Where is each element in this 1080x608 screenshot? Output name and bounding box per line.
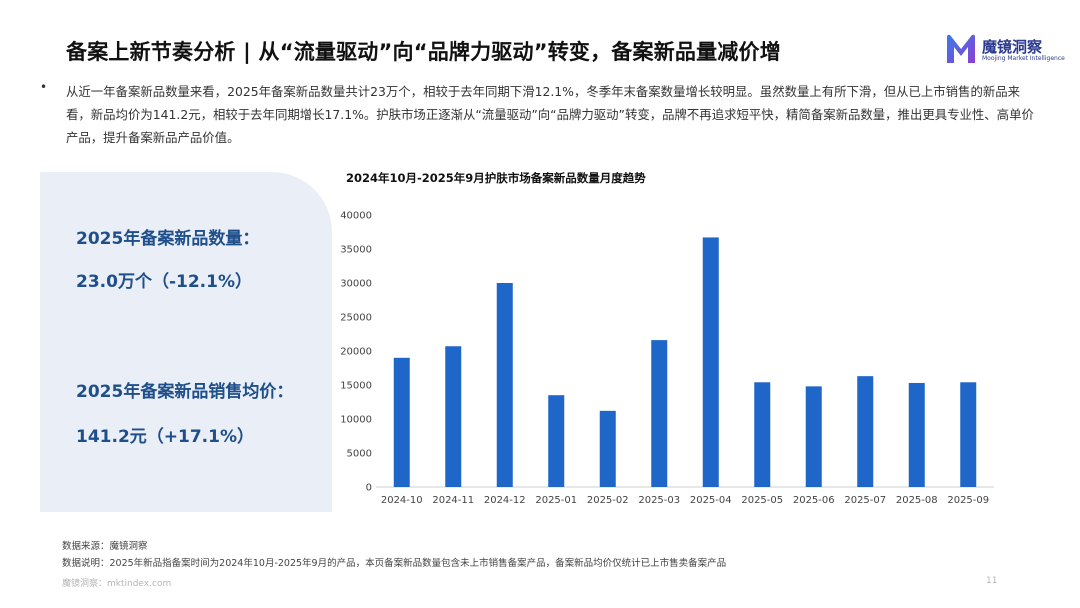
summary-paragraph: 从近一年备案新品数量来看，2025年备案新品数量共计23万个，相较于去年同期下滑… [66,84,1034,145]
brand-logo: 魔镜洞察 Moojing Market Intelligence [944,32,1065,68]
bar-2025-08 [908,382,925,487]
x-tick-label: 2025-02 [587,495,629,506]
y-tick-label: 25000 [340,313,372,324]
bar-2025-03 [651,340,668,487]
bar-2025-09 [960,382,977,487]
y-tick-label: 5000 [347,449,372,460]
x-tick-label: 2024-12 [484,495,526,506]
x-tick-label: 2025-09 [947,495,989,506]
x-tick-label: 2025-05 [741,495,783,506]
bar-series [393,237,977,487]
kpi-price-label: 2025年备案新品销售均价： [76,382,294,402]
y-tick-label: 20000 [340,347,372,358]
x-tick-label: 2024-10 [381,495,423,506]
x-tick-label: 2024-11 [432,495,474,506]
slide-title: 备案上新节奏分析 | 从“流量驱动”向“品牌力驱动”转变，备案新品量减价增 [66,40,781,64]
bar-2025-05 [754,382,771,487]
bullet-icon: • [40,80,48,94]
kpi-price-value: 141.2元（+17.1%） [76,427,254,447]
kpi-panel: 2025年备案新品数量： 23.0万个（-12.1%） 2025年备案新品销售均… [40,172,332,512]
x-tick-label: 2025-04 [690,495,732,506]
data-note: 数据说明：2025年新品指备案时间为2024年10月-2025年9月的产品，本页… [62,558,727,569]
bar-2025-04 [702,237,719,487]
logo-name: 魔镜洞察 [982,38,1043,56]
y-axis-ticks: 0 5000 10000 15000 20000 25000 30000 35000 40000 [340,211,372,494]
y-tick-label: 0 [366,483,372,494]
y-tick-label: 35000 [340,245,372,256]
bar-2024-10 [393,357,410,487]
x-tick-label: 2025-08 [896,495,938,506]
bar-2024-11 [445,346,462,487]
bar-chart: 0 5000 10000 15000 20000 25000 30000 35000 40000… [340,211,994,506]
source-note: 数据来源：魔镜洞察 [62,541,148,552]
bar-2025-01 [548,395,565,487]
y-tick-label: 30000 [340,279,372,290]
x-tick-label: 2025-03 [638,495,680,506]
chart-title: 2024年10月-2025年9月护肤市场备案新品数量月度趋势 [346,171,646,185]
bar-2025-07 [857,376,874,487]
bar-2025-06 [805,386,822,487]
bar-2024-12 [496,283,513,487]
y-tick-label: 15000 [340,381,372,392]
logo-subtitle: Moojing Market Intelligence [982,55,1065,62]
kpi-count-value: 23.0万个（-12.1%） [76,272,252,292]
x-tick-label: 2025-01 [535,495,577,506]
kpi-count-label: 2025年备案新品数量： [76,229,260,249]
y-tick-label: 40000 [340,211,372,222]
x-tick-label: 2025-07 [844,495,886,506]
page-number: 11 [986,576,998,586]
x-tick-label: 2025-06 [793,495,835,506]
logo-m-icon [947,34,975,63]
y-tick-label: 10000 [340,415,372,426]
x-axis-ticks: 2024-10 2024-11 2024-12 2025-01 2025-02 2025-… [381,495,989,506]
footer-url: 魔镜洞察：mktindex.com [62,579,172,589]
bar-2025-02 [599,410,616,487]
